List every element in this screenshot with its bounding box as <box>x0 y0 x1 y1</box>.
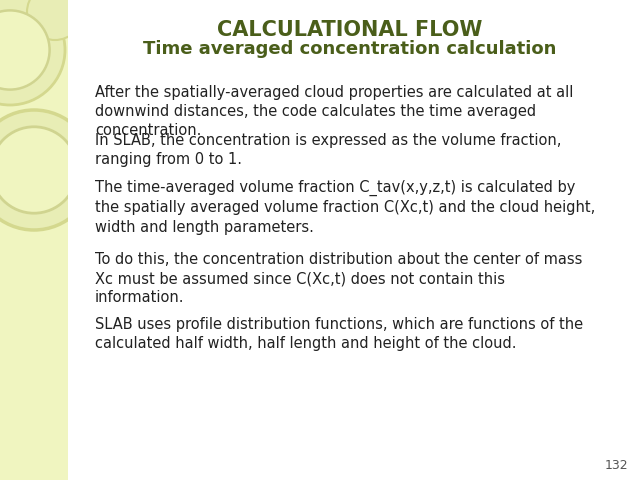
Circle shape <box>0 127 77 213</box>
Circle shape <box>0 0 65 105</box>
Text: SLAB uses profile distribution functions, which are functions of the
calculated : SLAB uses profile distribution functions… <box>95 317 583 351</box>
Circle shape <box>0 110 94 230</box>
Text: The time-averaged volume fraction C_tav(x,y,z,t) is calculated by
the spatially : The time-averaged volume fraction C_tav(… <box>95 180 595 235</box>
Text: CALCULATIONAL FLOW: CALCULATIONAL FLOW <box>218 20 483 40</box>
Text: After the spatially-averaged cloud properties are calculated at all
downwind dis: After the spatially-averaged cloud prope… <box>95 85 573 138</box>
Text: In SLAB, the concentration is expressed as the volume fraction,
ranging from 0 t: In SLAB, the concentration is expressed … <box>95 133 561 167</box>
Text: Time averaged concentration calculation: Time averaged concentration calculation <box>143 40 557 58</box>
Circle shape <box>27 0 83 40</box>
Text: To do this, the concentration distribution about the center of mass
Xc must be a: To do this, the concentration distributi… <box>95 252 582 305</box>
Bar <box>0 0 68 480</box>
Bar <box>0 0 68 480</box>
Circle shape <box>0 11 50 90</box>
Text: 132: 132 <box>604 459 628 472</box>
